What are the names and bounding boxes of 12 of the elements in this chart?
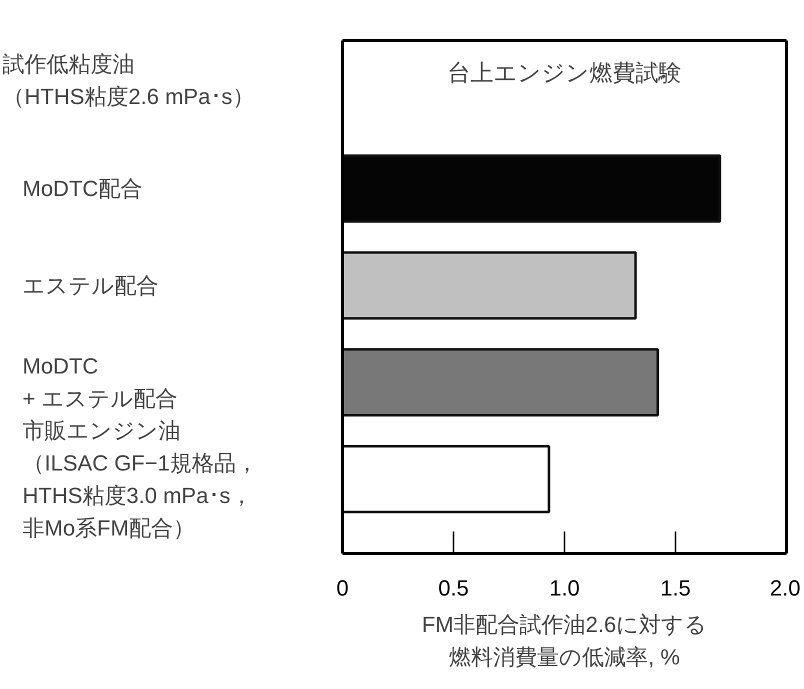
x-tick-label: 0.5 [438,576,469,601]
x-tick-label: 0 [336,576,349,601]
text: 試作低粘度油（HTHS粘度2.6 mPa･s） [2,51,254,109]
x-tick-label: 2.0 [770,576,801,601]
y-tick-label: MoDTC + エステル配合 [22,354,178,412]
x-tick-label: 1.0 [549,576,580,601]
y-tick-label: MoDTC配合 [22,176,142,202]
x-tick-label: 1.5 [660,576,691,601]
x-axis-title: FM非配合試作油2.6に対する燃料消費量の低減率, % [422,612,708,670]
chart-title: 台上エンジン燃費試験 [448,59,682,86]
y-tick-label: エステル配合 [22,272,158,298]
y-tick-label: 市販エンジン油（ILSAC GF−1規格品，HTHS粘度3.0 mPa･s，非Mo系FM配合） [22,418,258,540]
